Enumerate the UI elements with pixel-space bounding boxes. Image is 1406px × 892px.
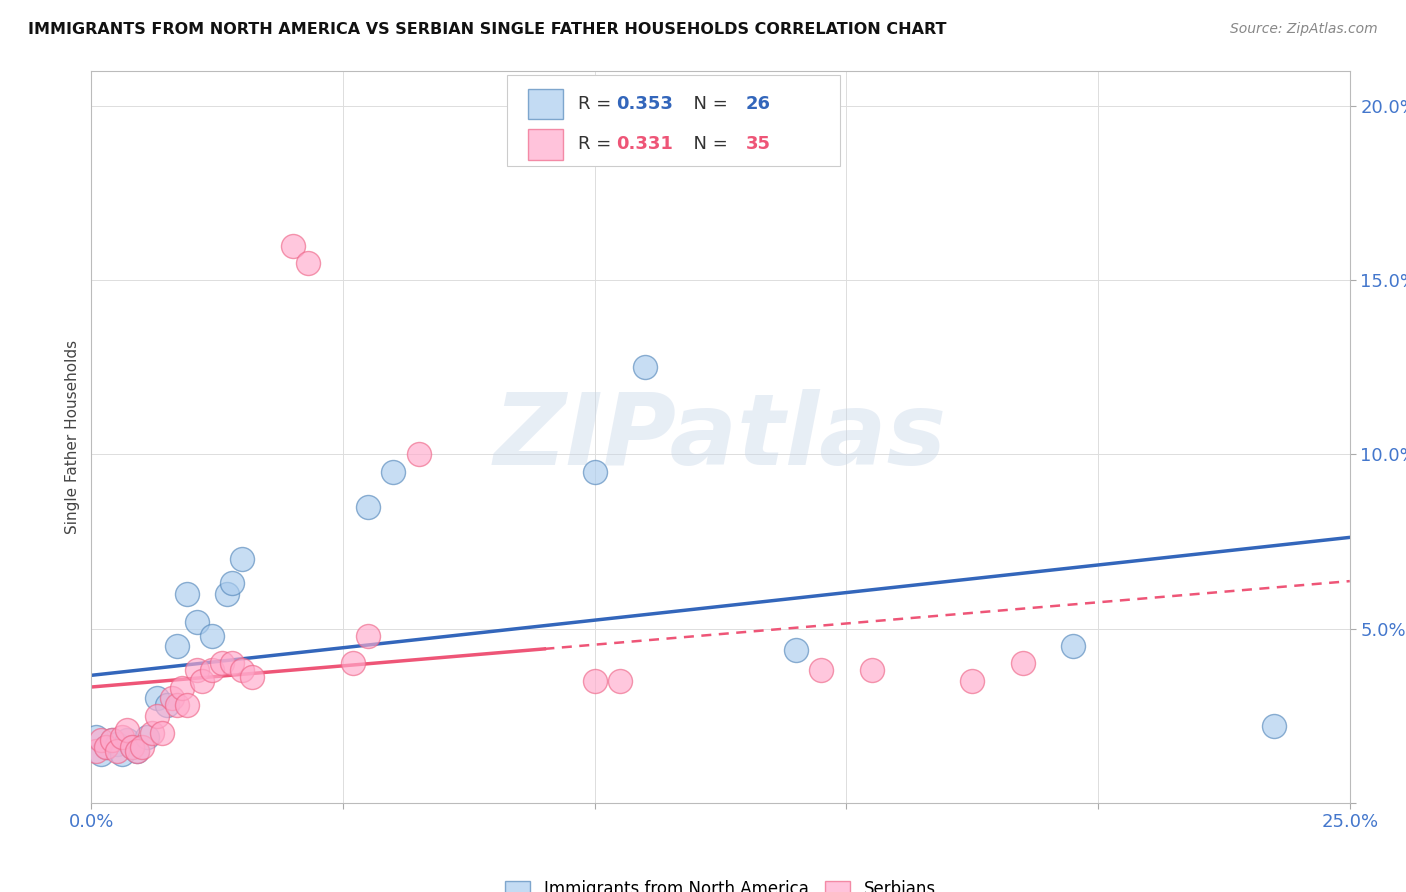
- Point: [105, 743, 128, 757]
- Point: [110, 747, 132, 761]
- Point: [100, 733, 122, 747]
- Point: [1062, 639, 1084, 653]
- Point: [1011, 657, 1033, 671]
- Point: [810, 664, 832, 678]
- Point: [100, 733, 122, 747]
- Point: [160, 691, 183, 706]
- Point: [186, 615, 208, 629]
- Point: [146, 708, 169, 723]
- Point: [962, 673, 984, 688]
- Point: [609, 673, 631, 688]
- FancyBboxPatch shape: [529, 88, 564, 120]
- Point: [86, 743, 108, 757]
- Point: [141, 726, 163, 740]
- Text: 35: 35: [745, 136, 770, 153]
- Point: [382, 465, 405, 479]
- Point: [176, 698, 198, 713]
- Point: [105, 737, 128, 751]
- Point: [357, 629, 380, 643]
- Point: [221, 576, 243, 591]
- Point: [860, 664, 883, 678]
- Text: 0.331: 0.331: [616, 136, 673, 153]
- Point: [86, 730, 108, 744]
- Text: 0.353: 0.353: [616, 95, 673, 113]
- Point: [281, 238, 304, 252]
- Point: [211, 657, 233, 671]
- Point: [110, 730, 132, 744]
- Point: [186, 664, 208, 678]
- Point: [201, 629, 224, 643]
- Point: [150, 726, 173, 740]
- Point: [357, 500, 380, 514]
- Point: [96, 740, 118, 755]
- Text: ZIPatlas: ZIPatlas: [494, 389, 948, 485]
- Point: [170, 681, 193, 695]
- Point: [156, 698, 179, 713]
- Point: [176, 587, 198, 601]
- Text: R =: R =: [578, 136, 617, 153]
- Point: [583, 673, 606, 688]
- Point: [634, 360, 657, 375]
- Point: [408, 448, 430, 462]
- Point: [231, 552, 253, 566]
- Point: [125, 743, 148, 757]
- Point: [583, 465, 606, 479]
- Point: [785, 642, 807, 657]
- Legend: Immigrants from North America, Serbians: Immigrants from North America, Serbians: [499, 873, 942, 892]
- Point: [191, 673, 214, 688]
- Text: IMMIGRANTS FROM NORTH AMERICA VS SERBIAN SINGLE FATHER HOUSEHOLDS CORRELATION CH: IMMIGRANTS FROM NORTH AMERICA VS SERBIAN…: [28, 22, 946, 37]
- Point: [242, 670, 264, 684]
- FancyBboxPatch shape: [506, 75, 841, 167]
- Point: [342, 657, 364, 671]
- Point: [115, 723, 138, 737]
- Point: [125, 743, 148, 757]
- Point: [146, 691, 169, 706]
- Point: [90, 747, 112, 761]
- Text: N =: N =: [682, 136, 733, 153]
- Point: [166, 698, 188, 713]
- Point: [115, 733, 138, 747]
- Point: [231, 664, 253, 678]
- Point: [135, 730, 157, 744]
- Point: [166, 639, 188, 653]
- Point: [90, 733, 112, 747]
- Text: R =: R =: [578, 95, 617, 113]
- Text: 26: 26: [745, 95, 770, 113]
- FancyBboxPatch shape: [529, 129, 564, 160]
- Point: [297, 256, 319, 270]
- Point: [217, 587, 239, 601]
- Text: Source: ZipAtlas.com: Source: ZipAtlas.com: [1230, 22, 1378, 37]
- Point: [121, 740, 143, 755]
- Point: [96, 740, 118, 755]
- Text: N =: N =: [682, 95, 733, 113]
- Point: [201, 664, 224, 678]
- Point: [1263, 719, 1285, 733]
- Y-axis label: Single Father Households: Single Father Households: [65, 340, 80, 534]
- Point: [121, 740, 143, 755]
- Point: [221, 657, 243, 671]
- Point: [131, 740, 153, 755]
